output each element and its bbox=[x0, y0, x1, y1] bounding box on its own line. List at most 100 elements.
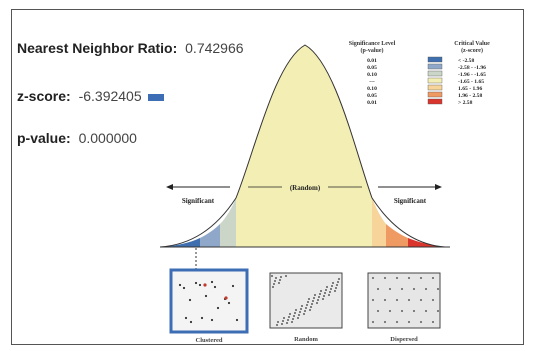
legend-p-value: 0.01 bbox=[367, 100, 377, 106]
point-mark bbox=[437, 288, 439, 290]
zscore-label: z-score: bbox=[17, 88, 71, 104]
point-mark bbox=[188, 298, 192, 302]
point-mark bbox=[320, 290, 322, 292]
legend-z-value: -1.96 - -1.65 bbox=[458, 72, 486, 78]
point-mark bbox=[210, 280, 214, 284]
point-mark bbox=[334, 290, 336, 292]
legend-swatch bbox=[427, 98, 443, 105]
point-mark bbox=[336, 284, 338, 286]
point-mark bbox=[377, 310, 379, 312]
point-mark bbox=[301, 305, 303, 307]
legend-swatch bbox=[427, 84, 443, 91]
point-mark bbox=[372, 277, 374, 279]
point-mark bbox=[298, 314, 300, 316]
point-mark bbox=[276, 324, 278, 326]
zscore-row: z-score: -6.392405 bbox=[17, 88, 164, 104]
legend-z-value: 1.65 - 1.96 bbox=[458, 86, 482, 92]
point-mark bbox=[401, 310, 403, 312]
point-mark bbox=[413, 288, 415, 290]
arrow-left-head bbox=[166, 184, 173, 190]
point-mark bbox=[389, 288, 391, 290]
point-mark bbox=[278, 282, 280, 284]
point-mark bbox=[420, 277, 422, 279]
point-mark bbox=[286, 322, 288, 324]
point-mark bbox=[189, 320, 193, 324]
point-mark bbox=[272, 286, 274, 288]
thumb-label-clustered: Clustered bbox=[196, 337, 223, 344]
point-mark bbox=[285, 275, 287, 277]
legend-col2-sub: (z-score) bbox=[461, 47, 483, 54]
legend-z-value: -2.58 - -1.96 bbox=[458, 65, 486, 71]
point-mark bbox=[377, 288, 379, 290]
point-mark bbox=[408, 321, 410, 323]
point-mark bbox=[300, 308, 302, 310]
legend-col1-title: Significance Level bbox=[349, 41, 396, 47]
point-mark bbox=[213, 285, 217, 289]
point-mark bbox=[274, 280, 276, 282]
nnr-value: 0.742966 bbox=[185, 40, 244, 56]
point-mark bbox=[437, 310, 439, 312]
point-mark bbox=[432, 299, 434, 301]
point-mark bbox=[271, 275, 273, 277]
pvalue-row: p-value: 0.000000 bbox=[17, 130, 137, 146]
point-mark bbox=[279, 279, 281, 281]
point-mark bbox=[235, 318, 239, 322]
point-mark bbox=[425, 310, 427, 312]
point-mark bbox=[291, 321, 293, 323]
thumb-dispersed-frame bbox=[367, 272, 441, 329]
point-mark bbox=[328, 294, 330, 296]
point-mark bbox=[299, 311, 301, 313]
point-mark bbox=[305, 307, 307, 309]
point-mark bbox=[184, 316, 188, 320]
point-mark bbox=[307, 301, 309, 303]
arrow-right-head bbox=[435, 184, 442, 190]
point-mark bbox=[396, 277, 398, 279]
legend-swatch bbox=[427, 63, 443, 70]
point-mark bbox=[324, 292, 326, 294]
band-right-010 bbox=[372, 198, 386, 247]
point-mark bbox=[401, 288, 403, 290]
point-mark bbox=[283, 317, 285, 319]
nnr-row: Nearest Neighbor Ratio: 0.742966 bbox=[17, 40, 244, 56]
point-mark bbox=[182, 286, 186, 290]
point-mark bbox=[337, 281, 339, 283]
point-mark bbox=[432, 277, 434, 279]
point-mark bbox=[293, 315, 295, 317]
point-mark bbox=[384, 321, 386, 323]
nnr-label: Nearest Neighbor Ratio: bbox=[17, 40, 178, 56]
point-mark bbox=[306, 304, 308, 306]
point-mark bbox=[432, 321, 434, 323]
bell-curve-outline bbox=[159, 44, 446, 248]
point-mark bbox=[313, 297, 315, 299]
point-mark bbox=[420, 299, 422, 301]
point-mark bbox=[384, 299, 386, 301]
point-mark bbox=[396, 299, 398, 301]
band-random bbox=[236, 45, 372, 247]
point-mark bbox=[338, 278, 340, 280]
zscore-swatch bbox=[147, 93, 164, 101]
point-mark bbox=[318, 296, 320, 298]
point-mark bbox=[372, 321, 374, 323]
point-mark bbox=[308, 298, 310, 300]
point-mark bbox=[420, 321, 422, 323]
point-mark bbox=[289, 313, 291, 315]
random-points bbox=[271, 275, 340, 326]
legend-p-value: --- bbox=[369, 79, 375, 85]
clustered-points bbox=[178, 280, 239, 324]
point-mark bbox=[317, 299, 319, 301]
point-mark bbox=[319, 293, 321, 295]
thumb-label-random: Random bbox=[294, 336, 318, 343]
point-mark bbox=[303, 313, 305, 315]
band-right-001 bbox=[408, 238, 445, 247]
point-mark bbox=[292, 318, 294, 320]
legend-p-value: 0.05 bbox=[367, 93, 377, 99]
point-mark bbox=[304, 310, 306, 312]
thumb-clustered-frame bbox=[169, 268, 249, 334]
point-mark bbox=[227, 301, 231, 305]
point-mark bbox=[277, 321, 279, 323]
point-mark bbox=[281, 323, 283, 325]
point-mark bbox=[231, 284, 235, 288]
band-left-005 bbox=[200, 224, 220, 247]
point-mark bbox=[288, 316, 290, 318]
